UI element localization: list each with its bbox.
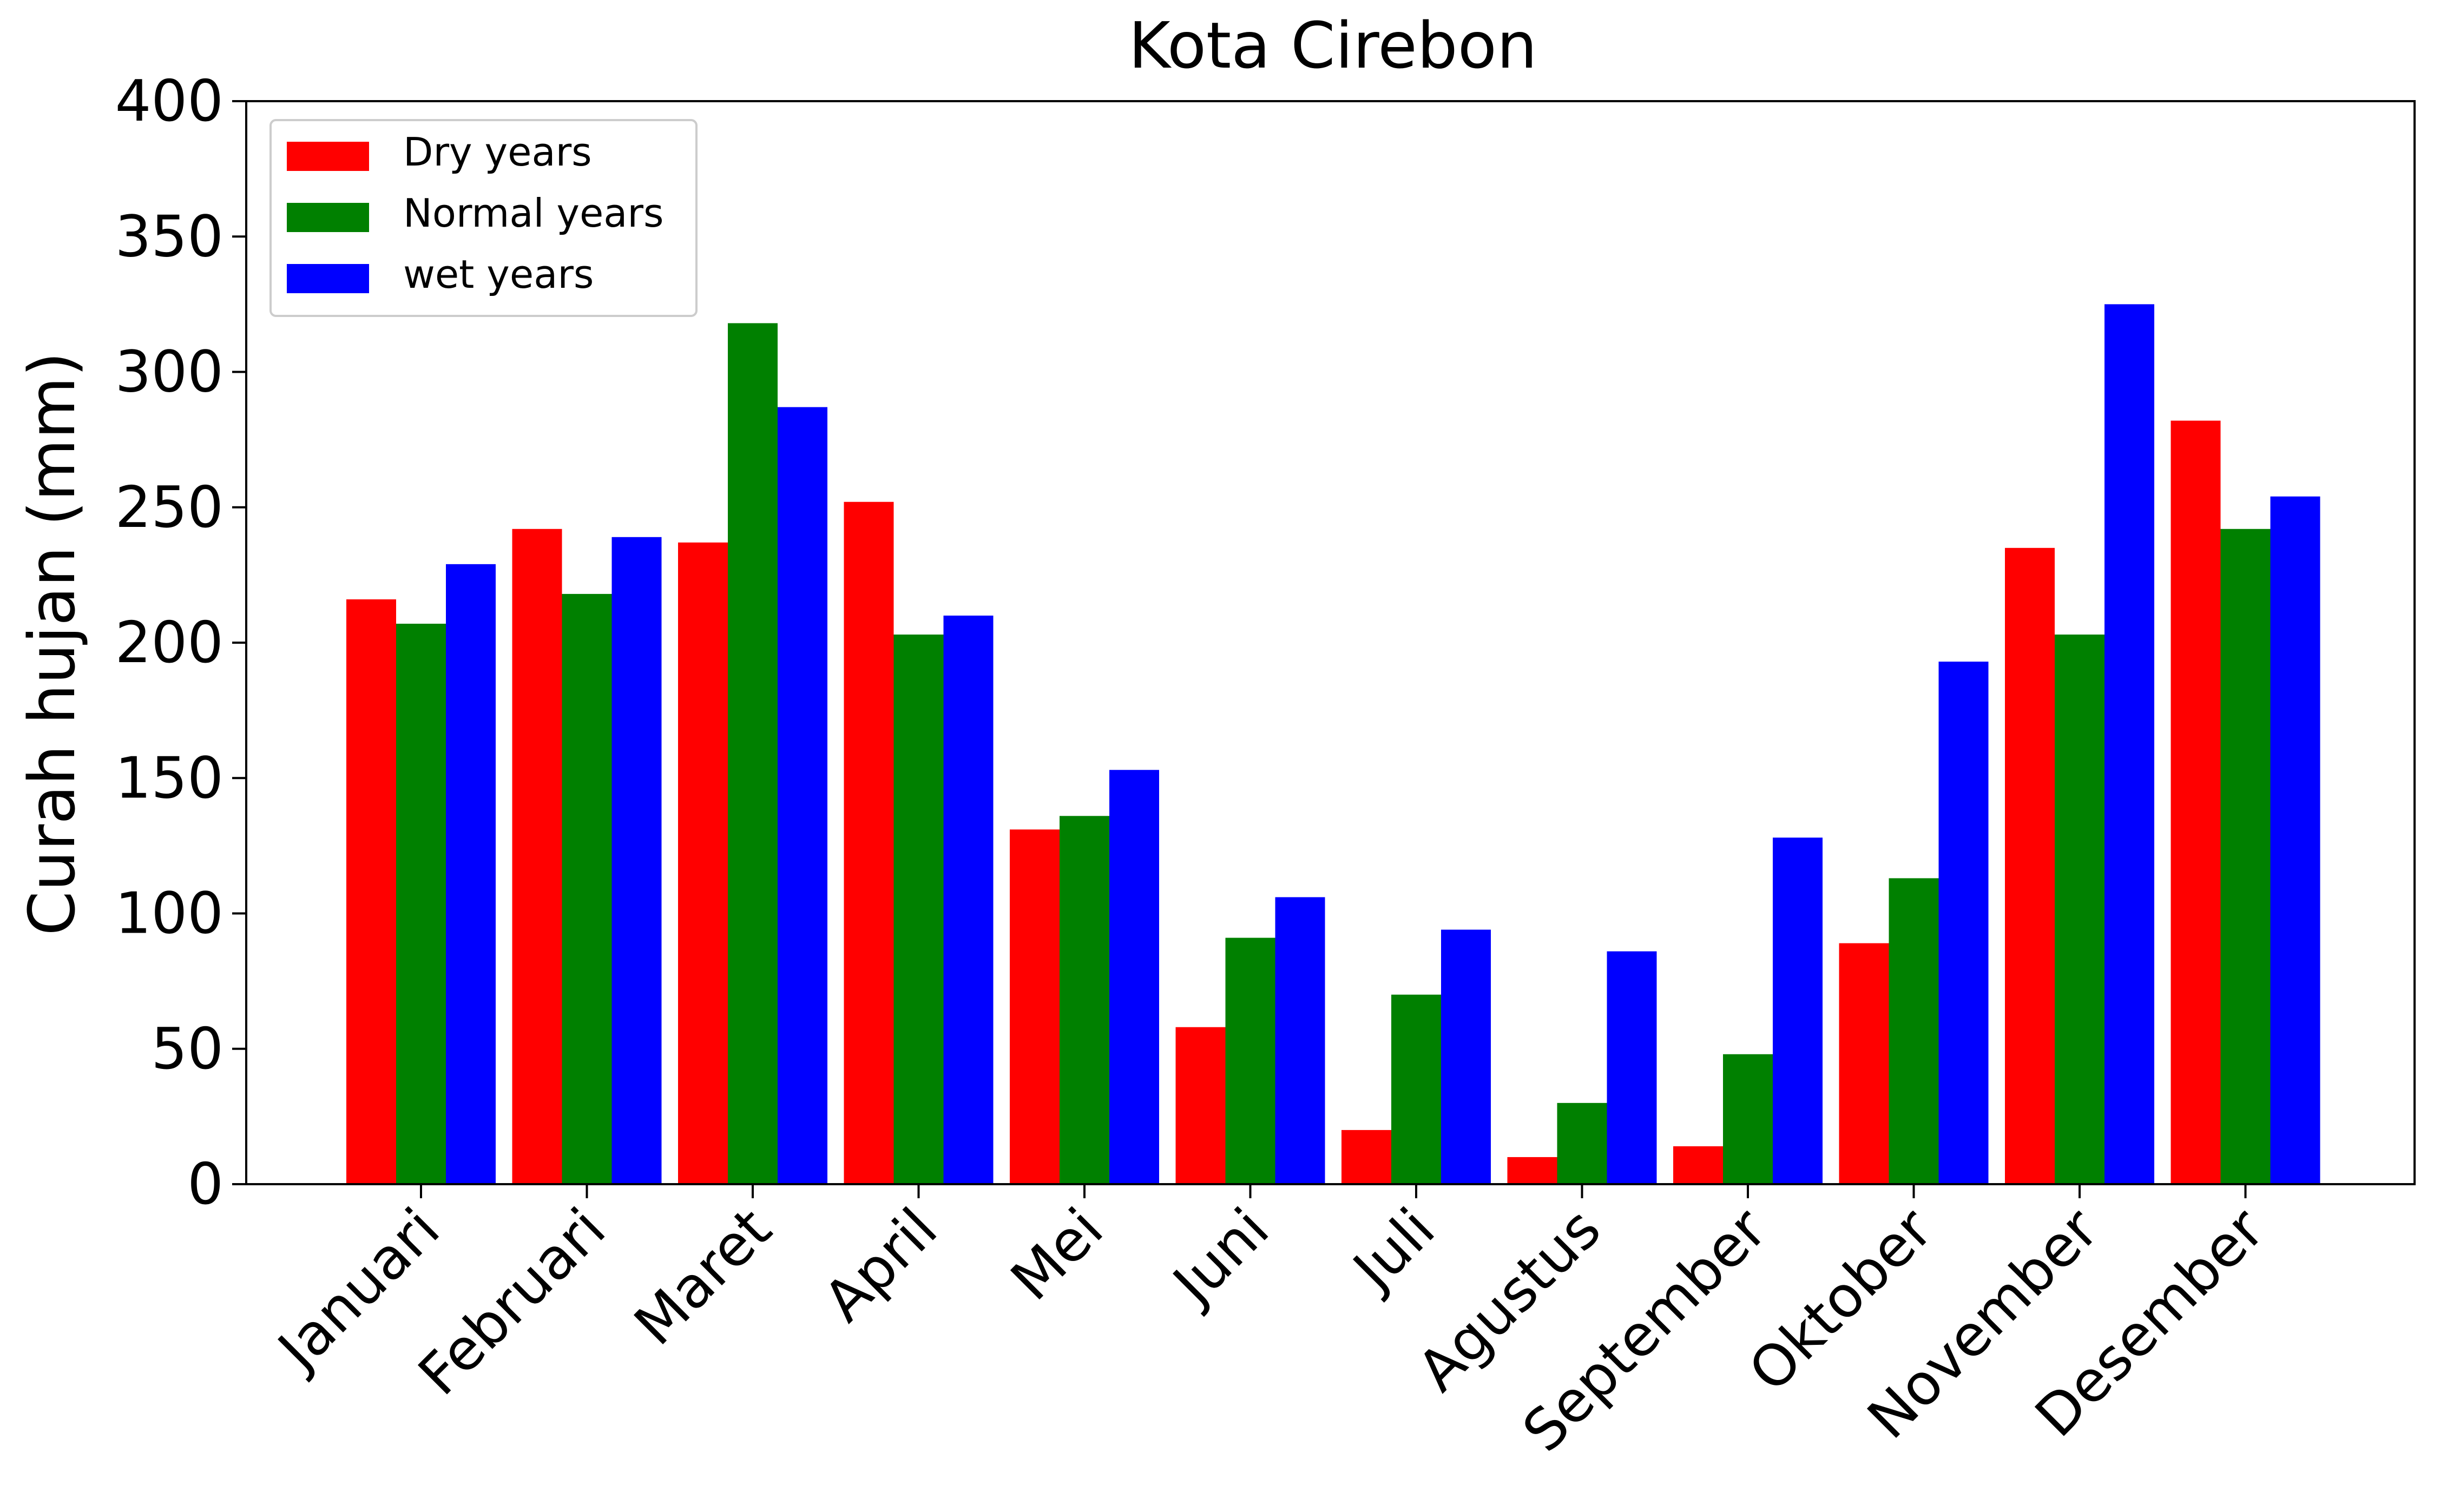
bar: [2005, 547, 2055, 1185]
bar: [1607, 951, 1657, 1184]
bar: [562, 593, 612, 1184]
y-tick-label: 50: [151, 1016, 223, 1082]
bar: [1889, 878, 1939, 1184]
y-tick-label: 300: [115, 339, 223, 405]
bar: [943, 615, 994, 1184]
bar: [2220, 529, 2271, 1184]
bar: [1391, 994, 1441, 1184]
bar: [1175, 1027, 1226, 1184]
legend: Dry years Normal years wet years: [269, 119, 698, 317]
y-tick-label: 150: [115, 745, 223, 811]
bar: [1060, 816, 1109, 1184]
bar: [678, 542, 728, 1185]
bar: [1507, 1157, 1557, 1184]
y-tick-label: 200: [115, 610, 223, 676]
bar: [1275, 897, 1325, 1184]
plot-frame: [245, 100, 2416, 1185]
bars-group: [346, 304, 2320, 1185]
chart-title: Kota Cirebon: [1128, 8, 1537, 83]
legend-label: Dry years: [403, 129, 592, 175]
bar: [844, 501, 894, 1184]
legend-swatch: [287, 264, 369, 293]
bar: [611, 537, 662, 1185]
legend-swatch: [287, 142, 369, 171]
y-tick-label: 250: [115, 474, 223, 540]
bar: [446, 564, 496, 1184]
y-tick-label: 400: [115, 68, 223, 134]
legend-label: Normal years: [403, 190, 664, 236]
bar: [2104, 304, 2154, 1184]
y-axis: 0 50 100 150 200 250 300 350 400: [115, 68, 246, 1217]
bar: [1109, 770, 1159, 1184]
legend-box: [269, 119, 698, 317]
bar: [2270, 496, 2320, 1184]
bar: [1225, 937, 1275, 1184]
legend-swatch: [287, 203, 369, 232]
bar: [1773, 837, 1823, 1184]
y-axis-label: Curah hujan (mm): [15, 352, 89, 935]
bar: [728, 323, 778, 1185]
bar: [778, 407, 827, 1185]
bar: [396, 623, 446, 1184]
bar: [1723, 1054, 1773, 1184]
bar: [1010, 829, 1060, 1184]
bar: [1839, 943, 1889, 1184]
bar: [2171, 420, 2221, 1184]
y-tick-label: 100: [115, 881, 223, 947]
bar: [1673, 1146, 1723, 1184]
bar: [1441, 929, 1491, 1184]
legend-label: wet years: [403, 252, 594, 297]
y-tick-label: 350: [115, 203, 223, 269]
bar: [2055, 634, 2104, 1184]
bar: [512, 529, 562, 1184]
bar: [1938, 662, 1989, 1184]
bar: [1341, 1130, 1391, 1184]
y-tick-label: 0: [187, 1151, 223, 1217]
bar: [346, 599, 396, 1184]
bar: [893, 634, 944, 1184]
bar: [1557, 1102, 1607, 1184]
